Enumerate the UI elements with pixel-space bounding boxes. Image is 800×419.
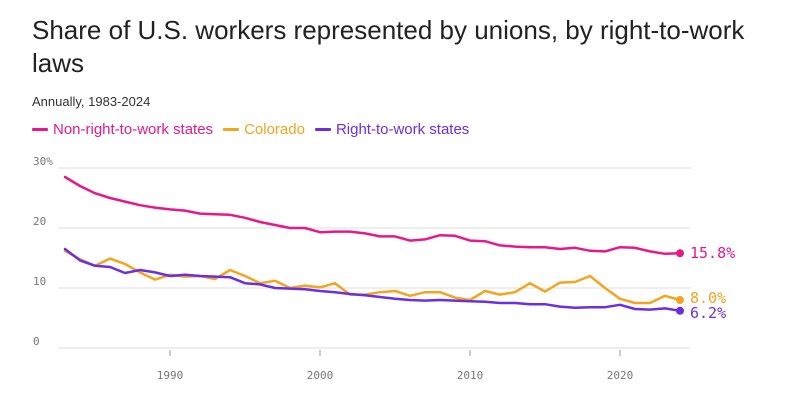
x-tick-label-2020: 2020 bbox=[607, 369, 634, 382]
chart-title: Share of U.S. workers represented by uni… bbox=[32, 15, 745, 78]
legend-swatch-non-right-to-work bbox=[32, 128, 48, 131]
x-tick-label-1990: 1990 bbox=[157, 369, 184, 382]
y-tick-label-30: 30% bbox=[33, 155, 53, 168]
series-line-right-to-work bbox=[63, 247, 682, 313]
legend-label-right-to-work: Right-to-work states bbox=[335, 121, 470, 138]
y-tick-label-20: 20 bbox=[33, 215, 46, 228]
legend-swatch-colorado bbox=[223, 128, 240, 131]
legend: Non-right-to-work states Colorado Right-… bbox=[32, 121, 479, 138]
end-label-colorado: 8.0% bbox=[690, 289, 726, 307]
legend-label-non-right-to-work: Non-right-to-work states bbox=[53, 121, 214, 138]
legend-item-right-to-work: Right-to-work states bbox=[314, 121, 470, 138]
x-tick-label-2010: 2010 bbox=[457, 369, 484, 382]
legend-label-colorado: Colorado bbox=[244, 121, 305, 138]
x-tick-label-2000: 2000 bbox=[307, 369, 334, 382]
y-tick-label-10: 10 bbox=[33, 275, 46, 288]
line-chart: 0 10 20 30% 1990 2000 2010 2020 15.8% 8.0%6.2% bbox=[33, 155, 735, 382]
chart-subtitle: Annually, 1983-2024 bbox=[32, 94, 151, 109]
end-point-right-to-work bbox=[676, 306, 684, 315]
end-label-non-right-to-work: 15.8% bbox=[690, 244, 735, 262]
end-point-non-right-to-work bbox=[676, 249, 684, 258]
series-line-non-right-to-work bbox=[63, 175, 682, 256]
end-point-colorado bbox=[676, 296, 684, 304]
legend-swatch-right-to-work bbox=[314, 128, 331, 131]
end-label-right-to-work: 6.2% bbox=[690, 304, 726, 322]
legend-item-colorado: Colorado bbox=[223, 121, 305, 138]
y-tick-label-0: 0 bbox=[33, 335, 40, 348]
legend-item-non-right-to-work: Non-right-to-work states bbox=[32, 121, 213, 138]
